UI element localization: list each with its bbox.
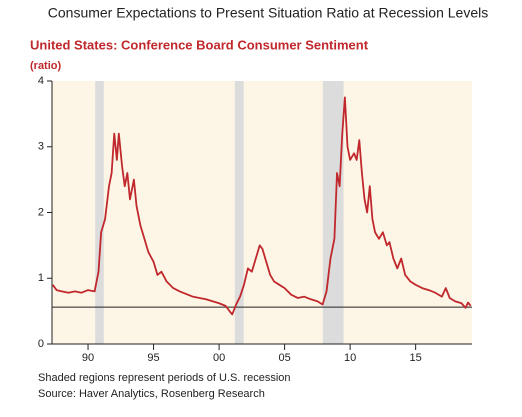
source: Source: Haver Analytics, Rosenberg Resea… xyxy=(38,388,265,400)
y-tick-label: 4 xyxy=(38,75,44,87)
recession-band xyxy=(95,81,104,344)
chart-title: Consumer Expectations to Present Situati… xyxy=(48,5,488,21)
recession-band xyxy=(234,81,244,344)
y-tick-label: 3 xyxy=(38,141,44,153)
y-tick-label: 1 xyxy=(38,272,44,284)
x-tick-label: 05 xyxy=(278,352,290,364)
y-axis-label: (ratio) xyxy=(30,60,62,72)
y-tick-label: 2 xyxy=(38,206,44,218)
plot-background xyxy=(52,81,472,344)
x-tick-label: 95 xyxy=(147,352,159,364)
y-tick-label: 0 xyxy=(38,338,44,350)
x-tick-label: 10 xyxy=(344,352,356,364)
x-tick-label: 00 xyxy=(213,352,225,364)
x-tick-label: 90 xyxy=(82,352,94,364)
note: Shaded regions represent periods of U.S.… xyxy=(38,372,291,384)
data-line xyxy=(51,96,472,316)
recession-band xyxy=(322,81,344,344)
chart-subtitle: United States: Conference Board Consumer… xyxy=(30,37,369,52)
x-tick-label: 15 xyxy=(410,352,422,364)
